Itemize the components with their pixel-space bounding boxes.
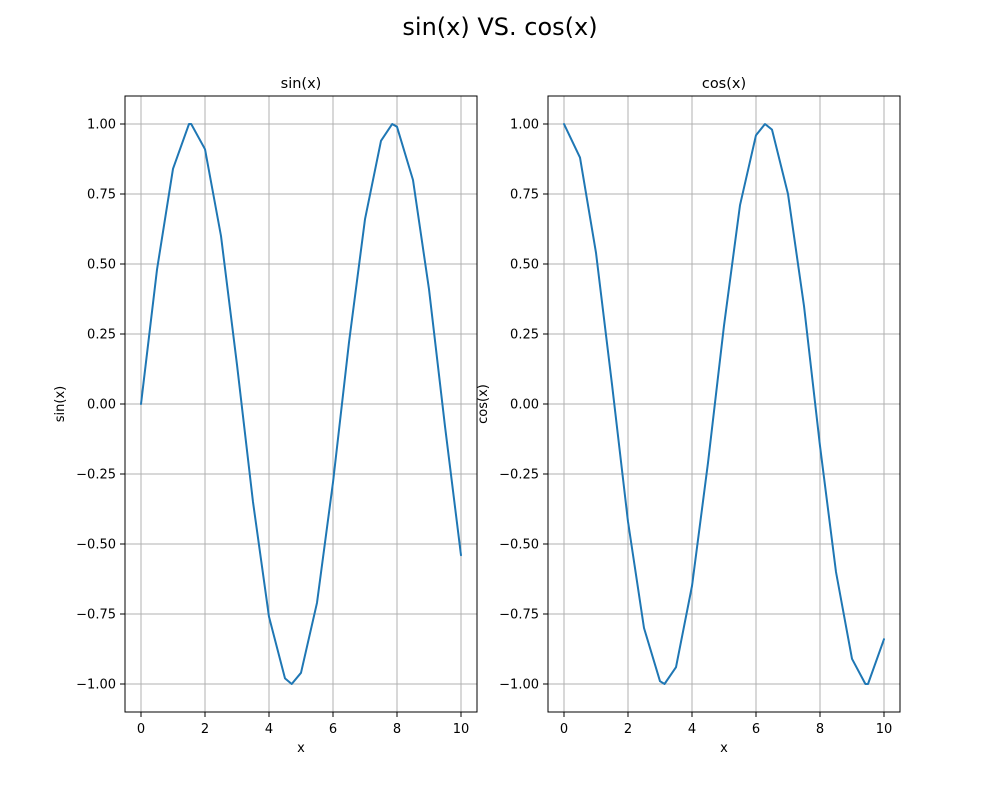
sin-xtick-label-1: 2 xyxy=(201,722,209,737)
cos-ytick-label-4: 0.00 xyxy=(510,398,539,413)
cos-ytick-label-5: 0.25 xyxy=(510,328,539,343)
sin-xtick-label-5: 10 xyxy=(453,722,470,737)
cos-series-line-0 xyxy=(563,123,885,685)
cos-xtick-label-5: 10 xyxy=(876,722,893,737)
cos-ytick-label-8: 1.00 xyxy=(510,118,539,133)
sin-ytick-label-4: 0.00 xyxy=(87,398,116,413)
sin-ytick-label-2: −0.50 xyxy=(76,538,116,553)
sin-xtick-label-0: 0 xyxy=(137,722,145,737)
subplot-sin: 0 2 4 6 8 10 −1.00 −0.75 −0.50 −0.25 0.00 0.25 0.50 0… xyxy=(53,76,478,756)
sin-ytick-label-1: −0.75 xyxy=(76,608,116,623)
sin-x-axis-label: x xyxy=(297,741,305,756)
cos-x-axis-label: x xyxy=(720,741,728,756)
sin-ytick-label-6: 0.50 xyxy=(87,258,116,273)
cos-ytick-label-6: 0.50 xyxy=(510,258,539,273)
cos-ytick-label-7: 0.75 xyxy=(510,188,539,203)
cos-xtick-label-0: 0 xyxy=(560,722,568,737)
cos-xtick-label-4: 8 xyxy=(816,722,824,737)
sin-ytick-label-8: 1.00 xyxy=(87,118,116,133)
sin-xtick-label-3: 6 xyxy=(329,722,337,737)
sin-series-line-0 xyxy=(140,123,462,685)
cos-ytick-label-1: −0.75 xyxy=(499,608,539,623)
cos-axes-title: cos(x) xyxy=(702,76,746,92)
sin-y-axis-label: sin(x) xyxy=(53,386,68,422)
subplot-cos: 0 2 4 6 8 10 −1.00 −0.75 −0.50 −0.25 0.00 0.25 0.50 0… xyxy=(476,76,901,756)
cos-ytick-label-3: −0.25 xyxy=(499,468,539,483)
cos-ytick-label-0: −1.00 xyxy=(499,678,539,693)
cos-xtick-label-2: 4 xyxy=(688,722,696,737)
cos-y-axis-label: cos(x) xyxy=(476,384,491,424)
sin-ytick-label-0: −1.00 xyxy=(76,678,116,693)
cos-ytick-label-2: −0.50 xyxy=(499,538,539,553)
sin-ytick-label-3: −0.25 xyxy=(76,468,116,483)
sin-xtick-label-2: 4 xyxy=(265,722,273,737)
sin-ytick-label-5: 0.25 xyxy=(87,328,116,343)
figure-suptitle: sin(x) VS. cos(x) xyxy=(402,13,597,41)
sin-xtick-label-4: 8 xyxy=(393,722,401,737)
cos-xtick-label-1: 2 xyxy=(624,722,632,737)
sin-ytick-label-7: 0.75 xyxy=(87,188,116,203)
cos-xtick-label-3: 6 xyxy=(752,722,760,737)
sin-axes-title: sin(x) xyxy=(281,76,322,92)
